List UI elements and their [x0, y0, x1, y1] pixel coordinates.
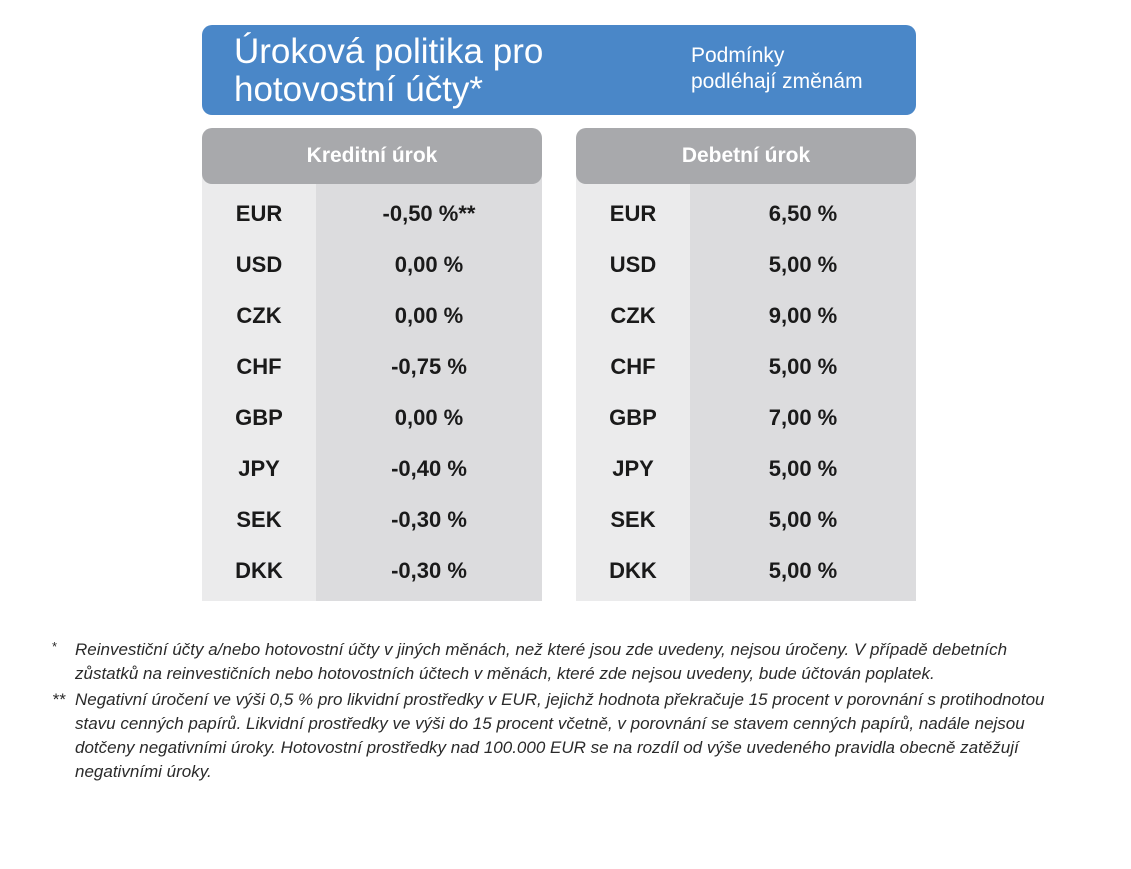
title-banner: Úroková politika pro hotovostní účty* Po…: [202, 25, 916, 115]
debit-rate: 6,50 %: [768, 200, 838, 226]
credit-currency: JPY: [238, 455, 280, 481]
debit-rate: 5,00 %: [768, 455, 838, 481]
credit-rate: -0,40 %: [391, 455, 467, 481]
credit-rate: 0,00 %: [394, 302, 464, 328]
credit-currency: EUR: [235, 200, 283, 226]
debit-rate: 5,00 %: [768, 557, 838, 583]
footnote-mark: *: [52, 639, 58, 654]
credit-rate: -0,50 %**: [382, 200, 476, 226]
credit-rate: 0,00 %: [394, 404, 464, 430]
footnotes: * Reinvestiční účty a/nebo hotovostní úč…: [52, 638, 1072, 786]
debit-currency: GBP: [609, 404, 657, 430]
page-title: Úroková politika pro hotovostní účty*: [234, 32, 544, 109]
credit-currency: CHF: [236, 353, 282, 379]
debit-currency: DKK: [609, 557, 657, 583]
debit-rate: 5,00 %: [768, 353, 838, 379]
debit-currency: CHF: [610, 353, 656, 379]
footnote: * Reinvestiční účty a/nebo hotovostní úč…: [52, 638, 1072, 686]
debit-rate: 5,00 %: [768, 506, 838, 532]
credit-currency: CZK: [236, 302, 282, 328]
footnote-text: Negativní úročení ve výši 0,5 % pro likv…: [75, 690, 1045, 781]
debit-interest-panel: Debetní úrok EUR USD CZK CHF GBP JPY SEK…: [576, 128, 916, 601]
credit-currency: SEK: [236, 506, 282, 532]
credit-rate: -0,30 %: [391, 557, 467, 583]
credit-rate: 0,00 %: [394, 251, 464, 277]
debit-currency: CZK: [610, 302, 656, 328]
credit-interest-heading: Kreditní úrok: [202, 128, 542, 184]
footnote-mark: **: [52, 690, 66, 709]
footnote-text: Reinvestiční účty a/nebo hotovostní účty…: [75, 640, 1008, 683]
credit-rate: -0,30 %: [391, 506, 467, 532]
credit-rate: -0,75 %: [391, 353, 467, 379]
debit-rate: 7,00 %: [768, 404, 838, 430]
debit-currency: JPY: [612, 455, 654, 481]
debit-rate: 5,00 %: [768, 251, 838, 277]
credit-rate-column: -0,50 %** 0,00 % 0,00 % -0,75 % 0,00 % -…: [316, 174, 542, 601]
debit-rate: 9,00 %: [768, 302, 838, 328]
debit-interest-heading: Debetní úrok: [576, 128, 916, 184]
credit-currency: USD: [235, 251, 283, 277]
footnote: ** Negativní úročení ve výši 0,5 % pro l…: [52, 688, 1072, 784]
credit-interest-panel: Kreditní úrok EUR USD CZK CHF GBP JPY SE…: [202, 128, 542, 601]
debit-currency-column: EUR USD CZK CHF GBP JPY SEK DKK: [576, 174, 690, 601]
debit-rate-column: 6,50 % 5,00 % 9,00 % 5,00 % 7,00 % 5,00 …: [690, 174, 916, 601]
terms-note: Podmínky podléhají změnám: [691, 44, 863, 93]
credit-currency: DKK: [235, 557, 283, 583]
credit-currency-column: EUR USD CZK CHF GBP JPY SEK DKK: [202, 174, 316, 601]
debit-currency: USD: [609, 251, 657, 277]
credit-currency: GBP: [235, 404, 283, 430]
debit-currency: EUR: [609, 200, 657, 226]
debit-currency: SEK: [610, 506, 656, 532]
